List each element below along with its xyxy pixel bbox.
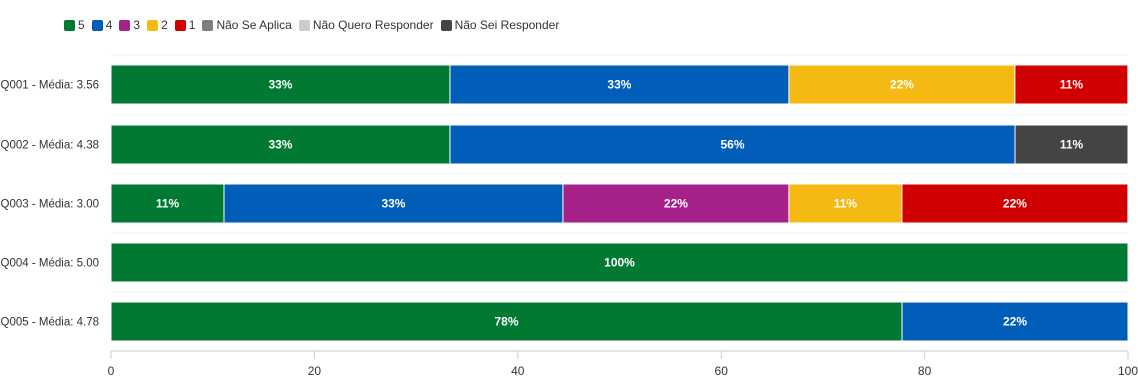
bar-data-label: 33%: [268, 78, 292, 92]
bar-segment[interactable]: [223, 183, 564, 224]
bar-segment[interactable]: [788, 183, 903, 224]
bar-segment[interactable]: [1014, 64, 1129, 105]
legend-label: 4: [105, 18, 113, 32]
category-label: Q005 - Média: 4.78: [1, 317, 99, 329]
legend-item-2[interactable]: 3: [119, 18, 140, 32]
legend-label: 2: [161, 18, 168, 32]
legend-swatch: [440, 19, 452, 31]
x-tick-label: 100: [1118, 364, 1138, 378]
bar-segment[interactable]: [901, 183, 1129, 224]
legend-item-3[interactable]: 2: [147, 18, 168, 32]
bar-data-label: 22%: [664, 197, 688, 211]
bar-segment[interactable]: [1014, 124, 1129, 165]
legend-item-7[interactable]: Não Sei Responder: [440, 18, 560, 32]
bar-segment[interactable]: [449, 124, 1016, 165]
bar-segment[interactable]: [110, 124, 451, 165]
bar-data-label: 11%: [1060, 138, 1084, 152]
legend-item-0[interactable]: 5: [64, 18, 85, 32]
bar-data-label: 56%: [720, 138, 744, 152]
legend-label: 3: [133, 18, 141, 32]
bar-data-label: 33%: [607, 78, 631, 92]
legend: 5 4 3 2 1 Não Se Aplica Não Quero Responder Não…: [64, 17, 566, 33]
legend-swatch: [174, 19, 186, 31]
bar-data-label: 22%: [1003, 197, 1027, 211]
category-label: Q004 - Média: 5.00: [1, 258, 99, 270]
category-label: Q002 - Média: 4.38: [1, 140, 99, 152]
legend-label: Não Sei Responder: [454, 18, 560, 32]
x-tick-label: 40: [511, 364, 525, 378]
legend-item-4[interactable]: 1: [174, 18, 196, 32]
legend-item-1[interactable]: 4: [91, 18, 113, 32]
bar-segment[interactable]: [901, 301, 1129, 342]
bar-data-label: 22%: [1003, 315, 1027, 329]
legend-swatch: [298, 19, 310, 31]
bar-data-label: 22%: [890, 78, 914, 92]
category-label: Q001 - Média: 3.56: [1, 80, 99, 92]
bar-segment[interactable]: [788, 64, 1016, 105]
legend-swatch: [147, 19, 159, 31]
bar-data-label: 11%: [834, 197, 858, 211]
category-label: Q003 - Média: 3.00: [1, 199, 99, 211]
x-tick-label: 80: [918, 364, 932, 378]
legend-label: 5: [78, 18, 85, 32]
legend-swatch: [119, 19, 131, 31]
legend-label: Não Quero Responder: [312, 18, 434, 32]
legend-item-5[interactable]: Não Se Aplica: [202, 18, 292, 32]
bar-data-label: 100%: [604, 256, 635, 270]
bar-segment[interactable]: [110, 64, 451, 105]
legend-swatch: [91, 19, 103, 31]
bar-data-label: 78%: [494, 315, 518, 329]
x-tick-label: 0: [108, 364, 115, 378]
bar-data-label: 11%: [1060, 78, 1084, 92]
x-tick-label: 20: [308, 364, 322, 378]
bar-segment[interactable]: [110, 183, 225, 224]
bar-data-label: 33%: [381, 197, 405, 211]
legend-swatch: [202, 19, 214, 31]
bar-data-label: 33%: [268, 138, 292, 152]
bar-data-label: 11%: [156, 197, 180, 211]
bar-segment[interactable]: [562, 183, 790, 224]
legend-label: Não Se Aplica: [216, 18, 292, 32]
x-tick-label: 60: [715, 364, 729, 378]
legend-swatch: [64, 19, 75, 31]
bar-segment[interactable]: [110, 242, 1129, 283]
legend-label: 1: [188, 18, 196, 32]
legend-item-6[interactable]: Não Quero Responder: [298, 18, 434, 32]
bar-segment[interactable]: [110, 301, 903, 342]
